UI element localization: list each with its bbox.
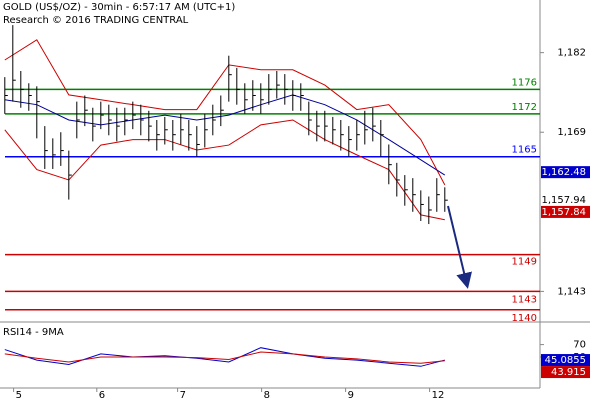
price-tag: 1,157.84 [541,207,586,218]
level-label: 1172 [512,102,537,113]
price-tag: 45.0855 [545,355,586,366]
forecast-arrow [447,205,472,289]
level-label: 1140 [512,313,537,324]
price-tag-box [541,354,590,367]
panel-title: RSI14 - 9MA [3,327,64,338]
level-label: 1149 [512,257,537,268]
price-tag: 1,162.48 [541,167,586,178]
rsi-line [4,351,445,364]
y-tick-label: 1,143 [557,286,586,297]
x-tick-label: 5 [16,390,22,400]
y-tick-label: 1,182 [557,48,586,59]
level-label: 1143 [512,294,537,305]
chart-title: GOLD (US$/OZ) - 30min - 6:57:17 AM (UTC+… [3,2,235,13]
price-tag: 1,157.94 [541,195,586,206]
x-tick-label: 12 [432,390,445,400]
x-tick-label: 6 [99,390,105,400]
level-label: 1176 [512,77,537,88]
x-tick-label: 7 [180,390,186,400]
overlay-line [4,94,446,176]
level-label: 1165 [512,145,537,156]
price-tag-box [541,166,590,179]
rsi-line [4,347,445,367]
x-tick-label: 9 [348,390,354,400]
price-tag-box [541,193,590,206]
price-tag: 43.915 [551,367,586,378]
y-tick-label: 1,169 [557,127,586,138]
overlay-line [4,119,445,221]
x-tick-label: 8 [264,390,270,400]
y-tick-label: 70 [573,340,586,351]
chart-subtitle: Research © 2016 TRADING CENTRAL [3,15,189,26]
price-tag-box [541,205,590,218]
price-tag-box [541,366,590,379]
